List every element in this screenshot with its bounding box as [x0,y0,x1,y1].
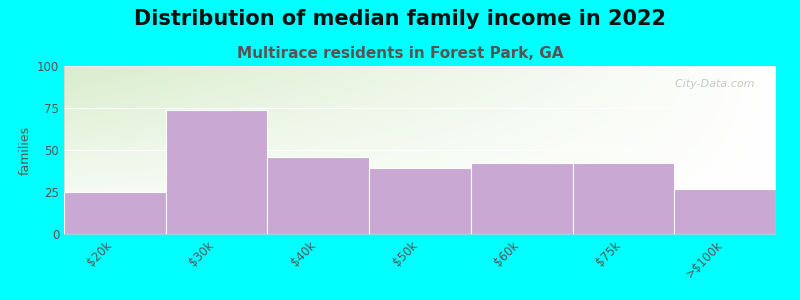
Bar [674,189,776,234]
Bar [166,110,267,234]
Text: Distribution of median family income in 2022: Distribution of median family income in … [134,9,666,29]
Text: Multirace residents in Forest Park, GA: Multirace residents in Forest Park, GA [237,46,563,62]
Text: City-Data.com: City-Data.com [668,80,754,89]
Bar [369,169,471,234]
Bar [573,164,674,234]
Bar [64,192,166,234]
Bar [471,164,573,234]
Bar [267,157,369,234]
Y-axis label: families: families [18,125,31,175]
